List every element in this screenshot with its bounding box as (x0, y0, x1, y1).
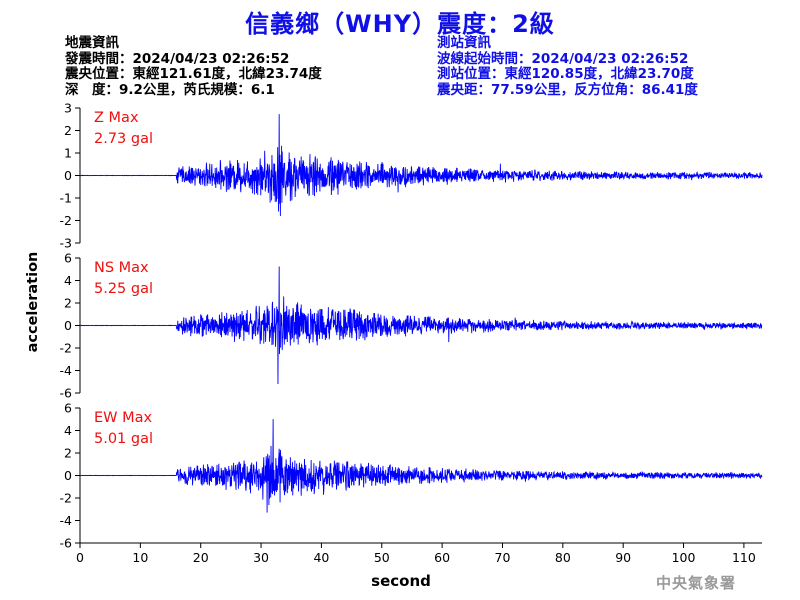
x-tick-label: 60 (434, 550, 450, 565)
y-tick-label: -6 (60, 536, 73, 551)
y-tick-label: 0 (64, 168, 72, 183)
y-tick-label: -2 (60, 341, 72, 356)
x-tick-label: 20 (193, 550, 209, 565)
x-tick-label: 70 (495, 550, 511, 565)
station-wave-start: 波線起始時間：2024/04/23 02:26:52 (437, 50, 689, 67)
quake-info-block: 地震資訊 發震時間：2024/04/23 02:26:52 震央位置：東經121… (65, 35, 322, 98)
y-tick-label: 2 (64, 446, 72, 461)
y-tick-label: 4 (64, 423, 72, 438)
y-tick-label: 1 (64, 146, 72, 161)
y-axis-label: acceleration (25, 252, 41, 353)
y-tick-label: -3 (60, 236, 72, 251)
station-info-block: 測站資訊 波線起始時間：2024/04/23 02:26:52 測站位置：東經1… (437, 35, 698, 98)
x-tick-label: 0 (76, 550, 84, 565)
max-value-ew: 5.01 gal (94, 431, 153, 447)
max-label-ns: NS Max (94, 260, 149, 276)
y-tick-label: 6 (64, 401, 72, 416)
quake-info-heading: 地震資訊 (65, 35, 119, 51)
y-tick-label: 2 (64, 123, 72, 138)
y-tick-label: 4 (64, 273, 72, 288)
y-tick-label: 3 (64, 101, 72, 116)
y-tick-label: 2 (64, 296, 72, 311)
y-tick-label: -6 (60, 386, 73, 401)
y-tick-label: -4 (60, 363, 73, 378)
x-tick-label: 90 (615, 550, 631, 565)
station-location: 測站位置：東經120.85度，北緯23.70度 (437, 66, 694, 82)
y-tick-label: -2 (60, 213, 72, 228)
quake-depth-magnitude: 深 度：9.2公里，芮氏規模：6.1 (65, 81, 275, 98)
max-value-ns: 5.25 gal (94, 281, 153, 297)
y-tick-label: 6 (64, 251, 72, 266)
trace-ew (79, 419, 763, 513)
x-tick-label: 30 (253, 550, 269, 565)
station-info-heading: 測站資訊 (437, 35, 491, 51)
x-tick-label: 110 (732, 550, 756, 565)
panel-ns: 6 4 2 0 -2 -4 -6 NS Max 5.25 gal (60, 251, 763, 401)
station-distance: 震央距：77.59公里，反方位角：86.41度 (437, 81, 698, 98)
x-tick-label: 50 (374, 550, 390, 565)
y-tick-label: -1 (60, 191, 72, 206)
x-tick-label: 80 (555, 550, 571, 565)
x-tick-label: 40 (313, 550, 329, 565)
page-title: 信義鄉（WHY）震度：2級 (245, 10, 555, 38)
y-tick-label: -2 (60, 491, 72, 506)
trace-ns (79, 266, 763, 385)
max-label-ew: EW Max (94, 410, 153, 426)
credit-label: 中央氣象署 (656, 574, 737, 592)
trace-z (79, 114, 763, 217)
x-tick-label: 100 (672, 550, 696, 565)
quake-epicenter: 震央位置：東經121.61度，北緯23.74度 (65, 66, 322, 82)
panel-z: 3 2 1 0 -1 -2 -3 Z Max 2.73 gal (60, 101, 763, 251)
y-tick-label: -4 (60, 513, 73, 528)
max-value-z: 2.73 gal (94, 131, 153, 147)
y-tick-label: 0 (64, 468, 72, 483)
max-label-z: Z Max (94, 110, 139, 126)
panel-ew: 6 4 2 0 -2 -4 -6 EW Max 5.01 gal (60, 401, 763, 551)
quake-time: 發震時間：2024/04/23 02:26:52 (65, 50, 290, 67)
y-tick-label: 0 (64, 318, 72, 333)
x-axis-label: second (371, 572, 431, 590)
x-tick-label: 10 (132, 550, 148, 565)
